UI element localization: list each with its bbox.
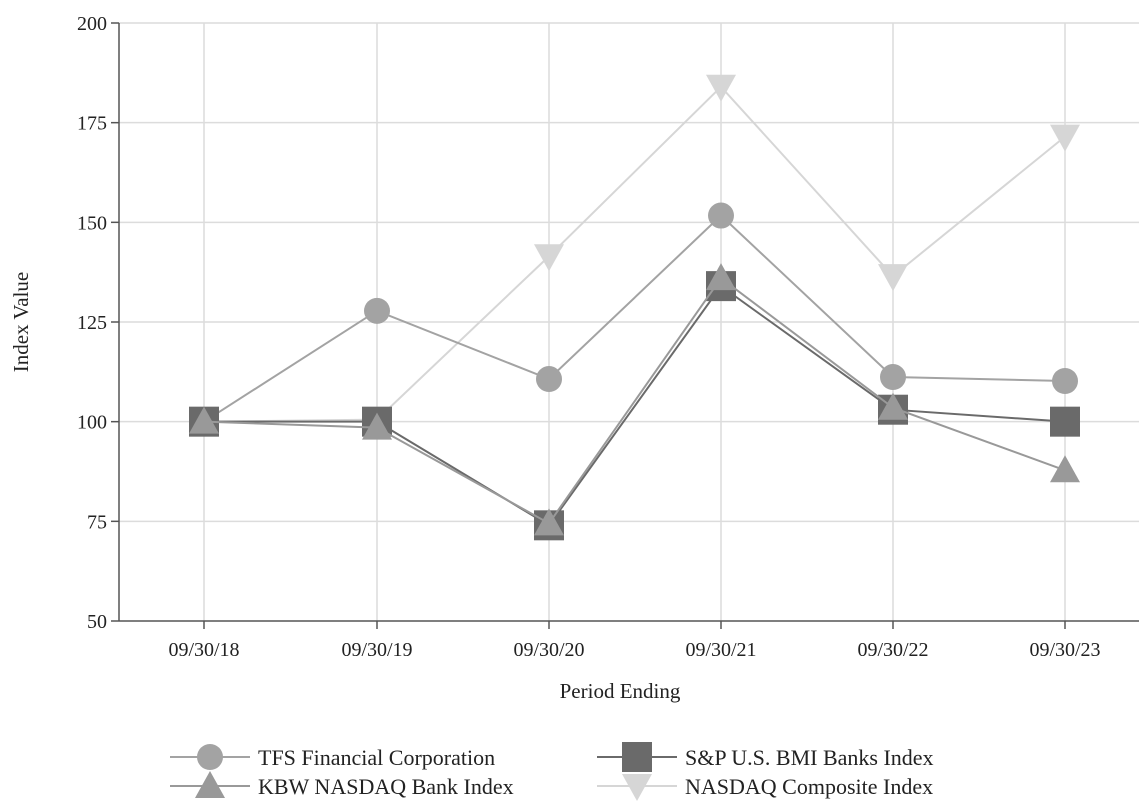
data-point — [706, 263, 736, 291]
data-point — [1052, 368, 1078, 395]
x-tick-label: 09/30/23 — [1029, 639, 1100, 661]
y-tick-label: 125 — [77, 312, 107, 334]
legend-label: KBW NASDAQ Bank Index — [258, 774, 514, 799]
data-point — [534, 508, 564, 536]
axes — [111, 22, 1139, 629]
legend-marker — [195, 771, 225, 798]
series-triangle-down — [189, 74, 1080, 437]
x-axis-title: Period Ending — [560, 679, 681, 703]
x-tick-label: 09/30/20 — [513, 639, 584, 661]
legend-item: KBW NASDAQ Bank Index — [170, 771, 514, 799]
legend-label: TFS Financial Corporation — [258, 745, 495, 770]
y-tick-label: 75 — [87, 511, 107, 533]
y-tick-labels: 50 75 100 125 150 175 200 — [77, 13, 107, 633]
grid-lines — [119, 22, 1139, 621]
legend-label: NASDAQ Composite Index — [685, 774, 933, 799]
series-triangle-up — [189, 263, 1080, 536]
data-point — [878, 264, 908, 292]
series-line — [204, 284, 1066, 527]
x-tick-label: 09/30/18 — [168, 639, 239, 661]
y-tick-label: 200 — [77, 13, 107, 35]
y-tick-label: 150 — [77, 212, 107, 234]
x-tick-label: 09/30/22 — [857, 639, 928, 661]
x-tick-label: 09/30/21 — [685, 639, 756, 661]
legend: TFS Financial Corporation S&P U.S. BMI Ba… — [170, 742, 934, 801]
y-axis-title: Index Value — [9, 272, 33, 373]
data-point — [1050, 124, 1080, 152]
data-point — [1050, 455, 1080, 483]
data-point — [362, 412, 392, 440]
data-point — [878, 392, 908, 420]
legend-label: S&P U.S. BMI Banks Index — [685, 745, 934, 770]
series-group — [189, 74, 1080, 541]
legend-item: S&P U.S. BMI Banks Index — [597, 742, 934, 772]
series-line — [203, 85, 1066, 423]
data-point — [708, 202, 734, 229]
data-point — [1050, 406, 1080, 437]
data-point — [364, 297, 390, 324]
series-square — [189, 271, 1080, 541]
y-tick-label: 100 — [77, 412, 107, 434]
data-point — [880, 364, 906, 391]
data-point — [534, 244, 564, 272]
data-point — [189, 406, 219, 434]
x-tick-label: 09/30/19 — [341, 639, 412, 661]
data-point — [536, 366, 562, 393]
series-line — [203, 214, 1066, 423]
y-tick-label: 50 — [87, 611, 107, 633]
legend-marker — [622, 774, 652, 801]
series-line — [203, 276, 1066, 525]
legend-item: NASDAQ Composite Index — [597, 774, 933, 801]
legend-marker — [197, 744, 223, 770]
legend-item: TFS Financial Corporation — [170, 744, 495, 770]
data-point — [706, 74, 736, 102]
x-tick-labels: 09/30/18 09/30/19 09/30/20 09/30/21 09/30/22… — [168, 639, 1100, 661]
y-tick-label: 175 — [77, 113, 107, 135]
legend-marker — [622, 742, 652, 772]
